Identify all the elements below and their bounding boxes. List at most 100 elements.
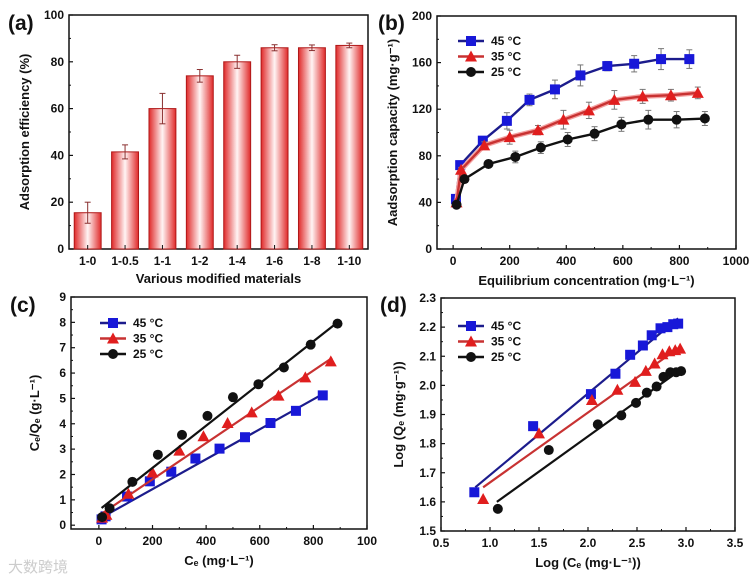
- y-tick-label: 120: [412, 102, 432, 116]
- bar: [223, 61, 252, 250]
- data-point: [549, 84, 560, 95]
- data-point: [616, 119, 627, 130]
- x-tick-label: 1-8: [303, 254, 321, 268]
- data-point: [127, 476, 138, 487]
- x-tick-label: 600: [613, 254, 633, 268]
- y-axis-label: Adsorption efficiency (%): [17, 54, 32, 211]
- fit-line: [100, 321, 339, 509]
- y-tick-label: 1.7: [419, 466, 436, 480]
- data-point: [656, 54, 667, 65]
- x-tick-label: 0: [450, 254, 457, 268]
- x-tick-label: 2.0: [580, 536, 597, 550]
- y-tick-label: 5: [59, 391, 66, 405]
- data-point: [166, 466, 177, 477]
- data-point: [674, 342, 687, 354]
- x-tick-label: 1-10: [337, 254, 361, 268]
- x-axis-label: Cₑ (mg·L⁻¹): [184, 553, 254, 568]
- series-line: [455, 91, 698, 203]
- plot-frame: [440, 297, 736, 532]
- x-tick-label: 1.5: [531, 536, 548, 550]
- x-tick-label: 200: [142, 534, 162, 548]
- data-point: [562, 134, 573, 145]
- data-point: [575, 70, 586, 81]
- legend-label: 45 °C: [491, 319, 521, 333]
- panel-label: (a): [8, 12, 34, 35]
- data-point: [227, 392, 238, 403]
- data-point: [240, 432, 251, 443]
- data-point: [214, 443, 225, 454]
- y-tick-label: 6: [59, 366, 66, 380]
- y-tick-label: 2.2: [419, 320, 436, 334]
- series-line: [454, 57, 690, 200]
- x-axis-label: Equilibrium concentration (mg·L⁻¹): [478, 273, 694, 288]
- data-point: [459, 174, 470, 185]
- series-triangle: 35 °C: [96, 332, 337, 523]
- data-point: [324, 355, 337, 367]
- data-point: [104, 503, 115, 514]
- x-tick-label: 100: [357, 534, 377, 548]
- series-glow: [454, 90, 699, 203]
- x-tick-label: 400: [556, 254, 576, 268]
- legend-marker: [107, 332, 119, 344]
- data-point: [278, 362, 289, 373]
- y-axis-label: Cₑ/Qₑ (g·L⁻¹): [27, 375, 42, 452]
- legend-marker: [466, 67, 476, 77]
- y-tick-label: 2.3: [419, 291, 436, 305]
- data-point: [221, 417, 234, 429]
- data-point: [477, 492, 490, 504]
- data-point: [451, 199, 462, 210]
- legend-marker: [108, 349, 118, 359]
- bar: [335, 44, 364, 250]
- data-point: [637, 340, 648, 351]
- data-point: [557, 113, 570, 125]
- y-tick-label: 1.9: [419, 408, 436, 422]
- legend-label: 45 °C: [491, 34, 521, 48]
- plot-frame: [436, 15, 737, 250]
- y-tick-label: 80: [419, 149, 433, 163]
- y-tick-label: 40: [51, 148, 65, 162]
- data-point: [625, 349, 636, 360]
- data-point: [483, 158, 494, 169]
- y-tick-label: 200: [412, 9, 432, 23]
- data-point: [531, 124, 544, 136]
- fit-line: [101, 392, 325, 519]
- data-point: [299, 371, 312, 383]
- legend-marker: [466, 321, 476, 331]
- y-tick-label: 0: [57, 242, 64, 256]
- y-tick-label: 60: [51, 102, 65, 116]
- data-point: [533, 427, 545, 439]
- legend-marker: [465, 335, 477, 347]
- x-tick-label: 200: [500, 254, 520, 268]
- y-tick-label: 1.5: [419, 524, 436, 538]
- data-point: [673, 318, 684, 329]
- data-point: [528, 421, 539, 432]
- data-point: [589, 128, 600, 139]
- data-point: [699, 113, 710, 124]
- legend-label: 25 °C: [133, 347, 163, 361]
- panel-label: (b): [378, 12, 405, 35]
- x-tick-label: 600: [250, 534, 270, 548]
- data-point: [524, 94, 535, 105]
- y-tick-label: 7: [59, 341, 66, 355]
- bar: [148, 108, 177, 250]
- watermark: 大数跨境: [8, 558, 68, 576]
- data-point: [629, 58, 640, 69]
- y-tick-label: 2: [59, 467, 66, 481]
- series-circle: 25 °C: [451, 65, 710, 210]
- x-tick-label: 1.0: [482, 536, 499, 550]
- y-tick-label: 4: [59, 417, 66, 431]
- data-point: [646, 330, 657, 341]
- series-circle: 25 °C: [458, 350, 687, 514]
- y-tick-label: 3: [59, 442, 66, 456]
- data-point: [608, 93, 621, 105]
- panel-label: (d): [380, 294, 407, 317]
- series-triangle: 35 °C: [450, 50, 704, 208]
- x-tick-label: 1-4: [229, 254, 247, 268]
- legend-label: 45 °C: [133, 316, 163, 330]
- y-tick-label: 1: [59, 493, 66, 507]
- x-tick-label: 1-2: [191, 254, 209, 268]
- x-tick-label: 0.5: [433, 536, 450, 550]
- x-tick-label: 800: [669, 254, 689, 268]
- y-tick-label: 0: [59, 518, 66, 532]
- data-point: [535, 142, 546, 153]
